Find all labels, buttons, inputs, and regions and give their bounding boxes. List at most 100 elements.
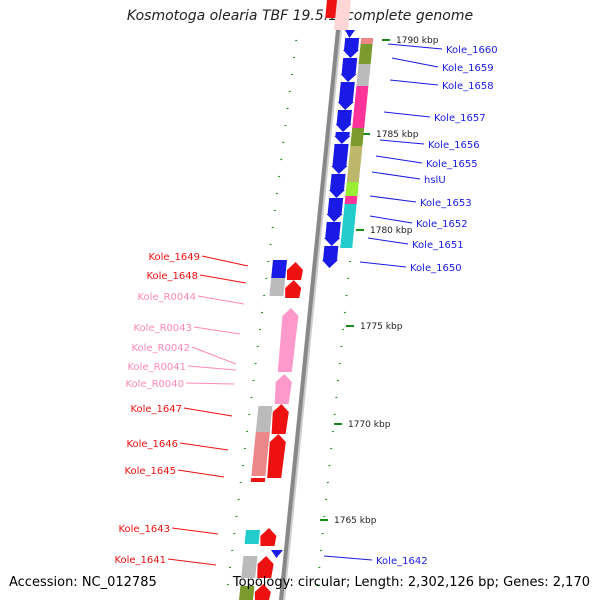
reverse-gene — [285, 280, 302, 298]
cog-band — [346, 146, 363, 182]
forward-gene — [335, 110, 352, 132]
leader-line — [389, 79, 439, 86]
cog-band — [356, 64, 371, 86]
accession-text: Accession: NC_012785 — [9, 575, 157, 590]
forward-gene — [331, 144, 349, 174]
forward-gene-label: Kole_1658 — [442, 81, 494, 92]
forward-gene-label: Kole_1655 — [426, 159, 478, 170]
reverse-gene-label: Kole_1647 — [130, 404, 182, 415]
forward-gene-label: hslU — [424, 175, 446, 186]
leader-line — [369, 195, 417, 203]
leader-line — [193, 326, 241, 335]
leader-line — [323, 555, 373, 561]
reverse-gene — [260, 528, 277, 546]
forward-gene — [334, 132, 351, 144]
rna-gene-label: Kole_R0042 — [131, 343, 190, 354]
rna-gene — [274, 374, 292, 404]
forward-gene — [326, 198, 344, 222]
leader-line — [179, 442, 229, 451]
leader-line — [197, 295, 245, 305]
cog-band — [269, 278, 286, 296]
leader-line — [383, 111, 431, 118]
cog-band — [271, 260, 287, 278]
forward-gene — [271, 550, 283, 558]
forward-gene — [337, 82, 355, 110]
scale-label: 1770 kbp — [348, 420, 391, 430]
leader-line — [387, 43, 443, 50]
rna-gene — [277, 308, 299, 372]
cog-band — [241, 556, 258, 578]
leader-line — [183, 407, 233, 417]
rna-gene-label: Kole_R0044 — [137, 292, 196, 303]
leader-line — [369, 215, 413, 224]
forward-gene-label: Kole_1642 — [376, 556, 428, 567]
cog-band — [255, 406, 273, 432]
leader-line — [199, 274, 247, 284]
reverse-gene-label: Kole_1641 — [114, 555, 166, 566]
reverse-gene-label: Kole_1646 — [126, 439, 178, 450]
reverse-gene — [257, 556, 274, 578]
summary-text: Topology: circular; Length: 2,302,126 bp… — [232, 575, 590, 590]
reverse-gene — [271, 404, 289, 434]
reverse-gene — [254, 584, 271, 600]
forward-gene — [345, 30, 355, 38]
reverse-gene-label: Kole_1643 — [118, 524, 170, 535]
leader-line — [371, 171, 421, 180]
forward-gene — [324, 222, 341, 246]
cog-band — [350, 128, 365, 146]
cog-band — [360, 38, 374, 44]
forward-gene-label: Kole_1653 — [420, 198, 472, 209]
reverse-gene-label: Kole_1645 — [124, 466, 176, 477]
leader-line — [375, 155, 423, 164]
forward-gene — [322, 246, 339, 268]
scale-label: 1775 kbp — [360, 322, 403, 332]
scale-label: 1765 kbp — [334, 516, 377, 526]
scale-label: 1790 kbp — [396, 36, 439, 46]
forward-gene — [329, 174, 346, 198]
backbone-group — [279, 0, 345, 600]
forward-gene-label: Kole_1656 — [428, 140, 480, 151]
rna-gene-label: Kole_R0040 — [125, 379, 184, 390]
leader-line — [201, 255, 249, 267]
cog-band — [244, 530, 260, 544]
rna-gene-label: Kole_R0043 — [133, 323, 192, 334]
cog-band — [239, 586, 255, 600]
leader-line — [171, 527, 219, 535]
forward-gene-label: Kole_1652 — [416, 219, 468, 230]
leader-line — [185, 382, 235, 385]
reverse-gene — [267, 434, 286, 478]
cog-band — [345, 182, 359, 196]
leader-line — [177, 469, 225, 478]
leader-line — [367, 237, 409, 245]
leader-line — [167, 558, 217, 566]
leader-line — [187, 365, 237, 371]
forward-gene — [340, 58, 358, 82]
forward-gene — [343, 38, 360, 58]
labels: 1790 kbp 1785 kbp 1780 kbp 1775 kbp 1770 kbp… — [114, 36, 497, 567]
cog-band — [342, 204, 357, 224]
reverse-gene-label: Kole_1649 — [148, 252, 200, 263]
forward-gene-label: Kole_1660 — [446, 45, 498, 56]
leader-line — [359, 261, 407, 268]
scale-label: 1785 kbp — [376, 130, 419, 140]
reverse-gene — [287, 262, 303, 280]
leader-line — [391, 57, 439, 68]
rna-gene-label: Kole_R0041 — [127, 362, 186, 373]
features — [239, 0, 374, 600]
leader-line — [379, 139, 425, 145]
scale-label: 1780 kbp — [370, 226, 413, 236]
forward-gene-label: Kole_1657 — [434, 113, 486, 124]
leader-line — [191, 346, 237, 365]
forward-gene-label: Kole_1651 — [412, 240, 464, 251]
forward-gene-label: Kole_1650 — [410, 263, 462, 274]
cog-band — [251, 432, 270, 476]
reverse-gene-label: Kole_1648 — [146, 271, 198, 282]
map-title: Kosmotoga olearia TBF 19.5.1, complete g… — [126, 8, 474, 24]
cog-band — [250, 478, 266, 482]
cog-band — [352, 86, 369, 128]
cog-band — [344, 196, 358, 204]
backbone — [279, 0, 343, 600]
cog-band — [340, 224, 355, 248]
cog-band — [334, 0, 351, 30]
